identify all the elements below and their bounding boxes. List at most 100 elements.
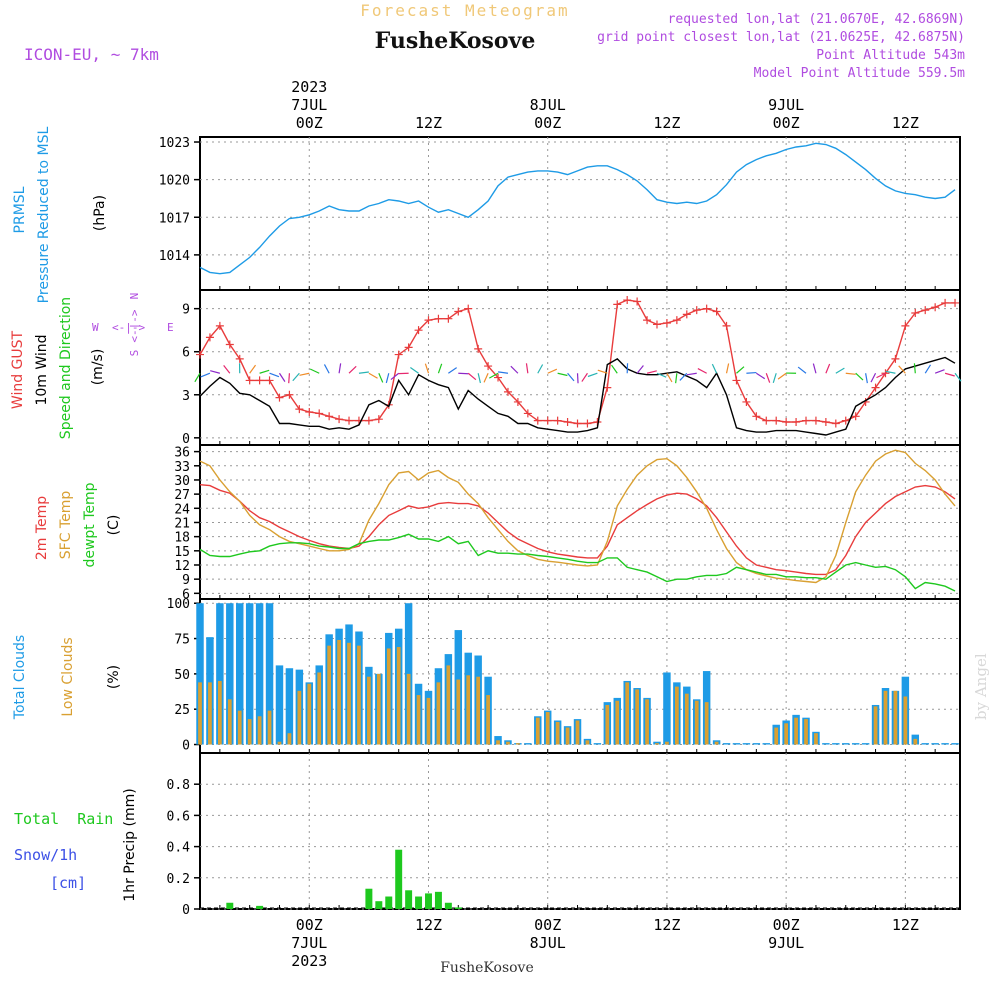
- gust-marker: [295, 405, 304, 414]
- low-cloud-bar: [774, 727, 779, 745]
- compass-n: N: [128, 293, 141, 300]
- total-rain-label: Total Rain: [14, 810, 113, 828]
- wind-arrow: [898, 365, 906, 374]
- low-cloud-bar: [267, 710, 272, 745]
- wind-unit: (m/s): [90, 349, 106, 386]
- gust-marker: [762, 416, 771, 425]
- ytick-label: 0: [182, 432, 190, 447]
- gust-marker: [722, 321, 731, 330]
- low-cloud-bar: [684, 693, 689, 745]
- wind-arrow: [876, 372, 886, 379]
- low-cloud-bar: [466, 675, 471, 745]
- wind-arrow: [885, 370, 896, 374]
- ytick-label: 1014: [159, 249, 190, 264]
- product-title: Forecast Meteogram: [360, 1, 569, 20]
- total-cloud-bar: [762, 743, 770, 745]
- wind-arrows: [194, 363, 962, 384]
- compass-s: S: [128, 350, 141, 357]
- gust-marker: [245, 376, 254, 385]
- low-cloud-bar: [297, 690, 302, 745]
- gust-marker: [404, 343, 413, 352]
- wind-arrow: [656, 372, 667, 378]
- compass-arrow-we: <-|->: [112, 321, 145, 334]
- low-cloud-bar: [555, 721, 560, 745]
- low-cloud-bar: [794, 717, 798, 745]
- gust-marker: [205, 333, 214, 342]
- wind-arrow: [597, 369, 608, 374]
- gust-marker: [662, 319, 671, 328]
- ytick-label: 25: [174, 703, 190, 718]
- total-cloud-bar: [951, 743, 959, 745]
- total-cloud-bar: [524, 743, 532, 745]
- pressure-unit: (hPa): [92, 195, 108, 231]
- gust-marker: [533, 416, 542, 425]
- wind-arrow: [477, 373, 482, 384]
- wind-arrow: [711, 363, 718, 374]
- gust-marker: [831, 419, 840, 428]
- bottom-date-label: 8JUL: [530, 934, 566, 952]
- rain-bar: [454, 907, 462, 909]
- wind-arrow: [954, 372, 962, 382]
- low-cloud-bar: [873, 706, 878, 745]
- wind-arrow: [746, 371, 757, 374]
- low-cloud-bar: [535, 717, 540, 745]
- rain-bar: [365, 888, 373, 909]
- temp-labels: 2m Temp SFC Temp dewpt Temp (C): [34, 482, 122, 567]
- panel-precip: 0 0.2 0.4 0.6 0.8: [167, 752, 961, 918]
- low-cloud-bar: [317, 672, 322, 745]
- gust-marker: [891, 354, 900, 363]
- low-cloud-bar: [714, 741, 719, 745]
- gust-marker: [315, 409, 324, 418]
- low-cloud-bar: [247, 719, 252, 745]
- gust-marker: [563, 418, 572, 427]
- gust-label: Wind GUST: [10, 330, 26, 409]
- wind-arrow: [338, 363, 342, 374]
- gust-marker: [802, 416, 811, 425]
- wind-arrow: [200, 372, 211, 378]
- ytick-label: 0: [182, 903, 190, 918]
- wind-arrow: [390, 372, 400, 381]
- wind-arrow: [765, 373, 771, 383]
- top-date-label: 9JUL: [768, 96, 804, 114]
- gust-marker: [782, 418, 791, 427]
- wind-arrow: [756, 372, 766, 380]
- low-cloud-bar: [635, 689, 639, 745]
- snow-label: Snow/1h: [14, 846, 77, 864]
- low-cloud-bar: [903, 696, 908, 745]
- gust-marker: [941, 298, 950, 307]
- low-cloud-bar: [893, 690, 898, 745]
- wind-arrow: [358, 371, 369, 374]
- pressure-msl-label: Pressure Reduced to MSL: [36, 126, 52, 303]
- low-cloud-bar: [337, 639, 341, 745]
- ytick-label: 33: [174, 460, 190, 475]
- model-altitude: Model Point Altitude 559.5m: [754, 66, 965, 81]
- gust-marker: [196, 350, 204, 359]
- gust-marker: [424, 316, 433, 325]
- gust-marker: [901, 321, 910, 330]
- gust-marker: [931, 303, 940, 312]
- wind-arrow: [292, 372, 300, 382]
- top-date-label: 7JUL: [291, 96, 327, 114]
- gust-marker: [374, 415, 383, 424]
- gust-marker: [732, 376, 741, 385]
- low-cloud-bar: [784, 723, 789, 745]
- total-cloud-bar: [245, 603, 254, 745]
- total-cloud-bar: [593, 743, 602, 745]
- footer-location: FusheKosove: [440, 960, 534, 976]
- pressure-labels: PRMSL Pressure Reduced to MSL (hPa): [12, 126, 108, 303]
- low-cloud-bar: [446, 665, 451, 745]
- gust-marker: [345, 416, 354, 425]
- ytick-label: 9: [182, 573, 190, 588]
- wind-arrow: [855, 372, 864, 381]
- low-cloud-bar: [208, 682, 212, 745]
- wind-arrow: [489, 372, 499, 379]
- wind-label: 10m Wind: [34, 334, 50, 405]
- wind-arrow: [323, 364, 330, 374]
- ytick-label: 75: [174, 633, 190, 648]
- wind-arrow: [525, 363, 529, 374]
- gust-marker: [742, 397, 751, 406]
- wind-arrow: [825, 363, 831, 374]
- wind-arrow: [249, 364, 257, 374]
- bottom-date-label: 9JUL: [768, 934, 804, 952]
- gust-marker: [285, 390, 294, 399]
